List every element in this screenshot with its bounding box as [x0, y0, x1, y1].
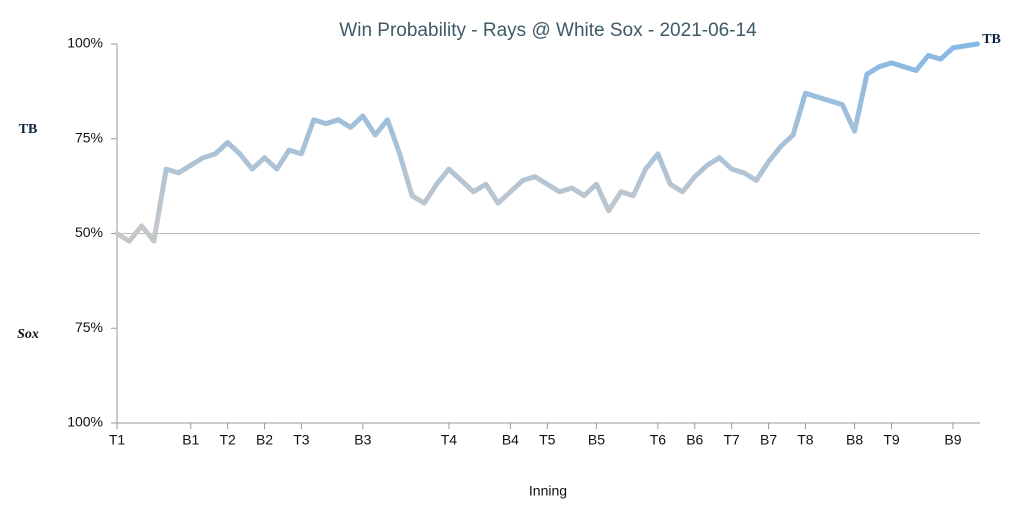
x-axis-label: Inning [529, 483, 567, 499]
x-tick-label: B3 [354, 432, 371, 448]
x-tick-label: T2 [219, 432, 236, 448]
x-tick-label: T5 [539, 432, 556, 448]
chart-title: Win Probability - Rays @ White Sox - 202… [339, 20, 757, 41]
x-tick-label: T7 [724, 432, 741, 448]
x-tick-label: T4 [441, 432, 458, 448]
y-tick-label: 50% [75, 224, 103, 240]
y-tick-label: 75% [75, 129, 103, 145]
x-tick-label: B8 [846, 432, 863, 448]
y-tick-label: 75% [75, 319, 103, 335]
x-tick-label: T1 [109, 432, 126, 448]
x-tick-label: B5 [588, 432, 605, 448]
x-tick-label: B1 [182, 432, 199, 448]
x-tick-label: T8 [797, 432, 814, 448]
y-tick-label: 100% [67, 414, 103, 430]
x-tick-label: B6 [686, 432, 703, 448]
x-tick-label: B4 [502, 432, 519, 448]
x-tick-label: B9 [944, 432, 961, 448]
x-tick-label: T3 [293, 432, 310, 448]
team-logo: Sox [17, 327, 39, 342]
x-tick-label: B2 [256, 432, 273, 448]
x-tick-label: T9 [883, 432, 900, 448]
x-tick-label: B7 [760, 432, 777, 448]
end-logo: TB [982, 32, 1001, 47]
x-tick-label: T6 [650, 432, 667, 448]
win-probability-line [114, 41, 980, 244]
y-tick-label: 100% [67, 35, 103, 51]
team-logo: TB [19, 122, 38, 137]
